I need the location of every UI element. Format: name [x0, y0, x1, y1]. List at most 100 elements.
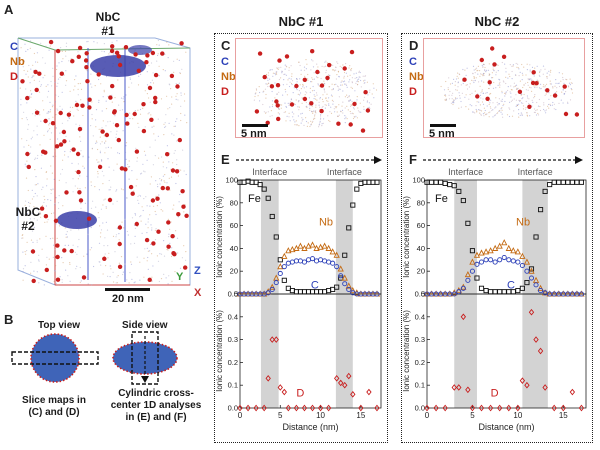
- atom-point: [151, 253, 153, 255]
- atom-point: [166, 145, 168, 147]
- atom-point: [505, 76, 507, 78]
- d-atom: [144, 60, 149, 65]
- panel-letter-e: E: [221, 152, 230, 167]
- atom-point: [154, 155, 156, 157]
- atom-point: [48, 111, 50, 113]
- atom-point: [125, 94, 127, 96]
- atom-point: [501, 92, 503, 94]
- atom-point: [288, 67, 290, 69]
- atom-point: [469, 93, 471, 96]
- atom-point: [168, 233, 170, 235]
- atom-point: [33, 218, 35, 220]
- d-atom: [116, 54, 122, 59]
- atom-point: [124, 263, 126, 265]
- atom-point: [349, 65, 351, 67]
- atom-point: [102, 222, 104, 224]
- atom-point: [72, 106, 74, 109]
- atom-point: [126, 197, 128, 199]
- atom-point: [74, 185, 76, 187]
- atom-point: [561, 91, 563, 93]
- atom-point: [490, 107, 492, 109]
- d-atom: [76, 54, 82, 59]
- data-point-fe: [249, 179, 255, 185]
- profile-chart-f: Interface Interface0204060801000.00.10.20…: [402, 167, 587, 432]
- data-point-d: [346, 372, 352, 380]
- data-point-nb: [321, 242, 328, 249]
- atom-point: [313, 98, 315, 100]
- atom-point: [525, 107, 527, 109]
- d-atom: [176, 212, 181, 217]
- atom-point: [347, 75, 349, 77]
- atom-point: [323, 89, 325, 91]
- data-point-d: [366, 388, 372, 396]
- atom-point: [169, 152, 171, 154]
- atom-point: [129, 117, 131, 120]
- atom-point: [41, 204, 44, 207]
- atom-point: [77, 94, 79, 96]
- atom-point: [517, 67, 519, 69]
- atom-point: [480, 92, 482, 94]
- y-tick-label: 0.2: [415, 358, 425, 367]
- d-atom: [325, 75, 330, 81]
- atom-point: [54, 202, 56, 204]
- atom-point: [453, 102, 455, 104]
- atom-point: [101, 50, 103, 52]
- atom-point: [25, 73, 27, 75]
- atom-point: [317, 77, 319, 79]
- atom-point: [77, 51, 79, 53]
- atom-point: [156, 255, 158, 257]
- data-point-fe: [515, 288, 521, 294]
- atom-point: [47, 219, 49, 221]
- atom-point: [332, 100, 334, 102]
- atom-point: [335, 107, 337, 109]
- atom-point: [105, 221, 107, 223]
- atom-point: [356, 99, 358, 101]
- atom-point: [509, 75, 511, 78]
- atom-point: [489, 111, 491, 113]
- d-atom: [289, 102, 295, 107]
- atom-point: [285, 65, 287, 67]
- atom-point: [159, 253, 161, 255]
- atom-point: [337, 70, 339, 72]
- atom-point: [495, 97, 497, 99]
- atom-point: [313, 117, 315, 119]
- data-point-c: [506, 257, 512, 263]
- atom-point: [89, 49, 91, 51]
- data-point-fe: [451, 183, 457, 189]
- atom-point: [336, 111, 338, 113]
- atom-point: [284, 64, 286, 66]
- atom-point: [335, 69, 337, 71]
- atom-point: [265, 83, 267, 85]
- atom-point: [87, 40, 89, 43]
- atom-point: [124, 77, 126, 79]
- atom-point: [38, 282, 40, 284]
- atom-point: [536, 79, 538, 81]
- atom-point: [569, 99, 572, 101]
- atom-point: [47, 90, 50, 92]
- atom-point: [485, 71, 487, 73]
- atom-point: [473, 77, 475, 79]
- atom-point: [40, 213, 42, 215]
- atom-point: [138, 202, 140, 204]
- atom-point: [129, 272, 131, 274]
- atom-point: [122, 189, 124, 191]
- atom-point: [521, 63, 523, 66]
- data-point-fe: [492, 289, 498, 295]
- data-point-nb: [345, 282, 352, 289]
- atom-point: [514, 74, 517, 76]
- atom-point: [102, 204, 104, 206]
- atom-point: [513, 86, 515, 88]
- atom-point: [166, 95, 168, 97]
- atom-point: [130, 263, 133, 265]
- atom-point: [36, 125, 38, 127]
- d-atom: [43, 118, 48, 124]
- atom-point: [484, 112, 486, 114]
- atom-point: [24, 204, 26, 206]
- atom-point: [534, 95, 536, 98]
- atom-point: [531, 66, 534, 68]
- atom-point: [297, 93, 299, 95]
- d-atom: [184, 213, 189, 218]
- atom-point: [478, 109, 480, 111]
- data-point-c: [492, 259, 498, 265]
- atom-point: [571, 89, 573, 91]
